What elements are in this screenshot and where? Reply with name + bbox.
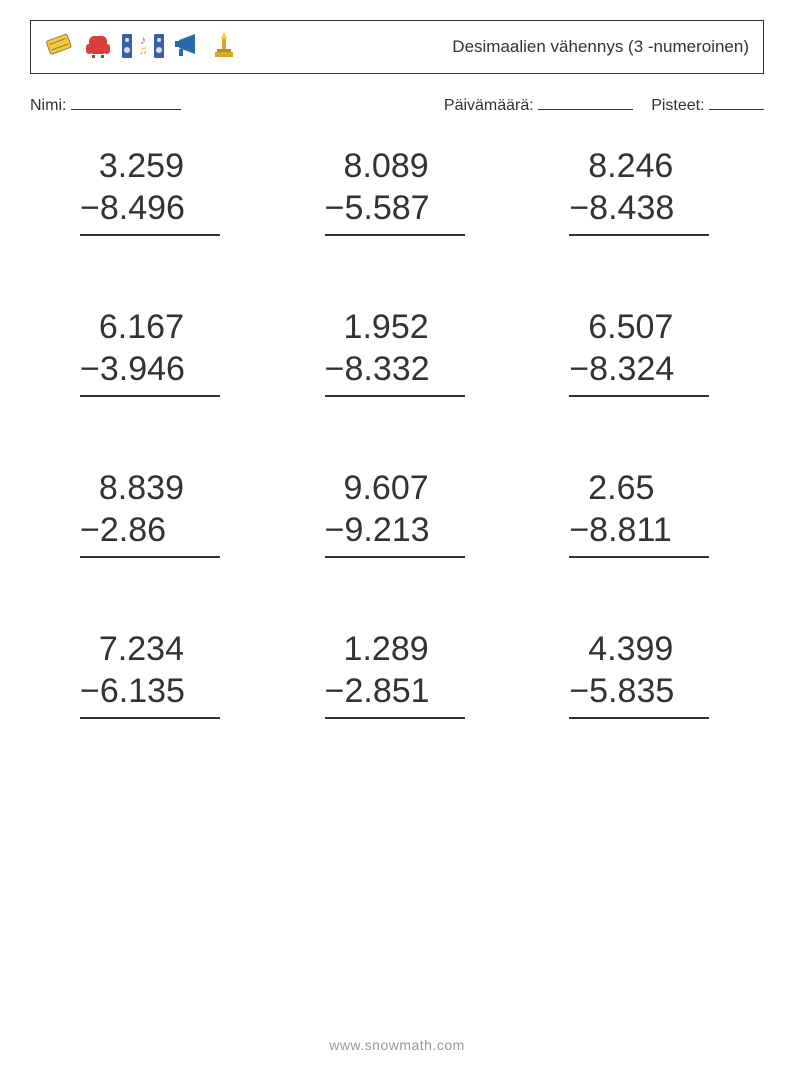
ticket-icon [40, 24, 81, 69]
date-label: Päivämäärä: [444, 97, 534, 115]
svg-text:♫: ♫ [139, 43, 148, 57]
problem-2: 8.089−5.587 [295, 145, 500, 236]
trophy-icon [211, 30, 237, 65]
problem-11: 1.289−2.851 [295, 628, 500, 719]
subtrahend: −8.811 [569, 509, 671, 552]
info-row: Nimi: Päivämäärä: Pisteet: [30, 92, 764, 115]
minuend: 6.507 [569, 306, 673, 349]
answer-rule [325, 234, 465, 236]
problem-4: 6.167−3.946 [50, 306, 255, 397]
problem-1: 3.259−8.496 [50, 145, 255, 236]
problem-5: 1.952−8.332 [295, 306, 500, 397]
minuend: 8.839 [80, 467, 184, 510]
minuend: 9.607 [325, 467, 429, 510]
subtrahend: −9.213 [325, 509, 430, 552]
worksheet-title: Desimaalien vähennys (3 -numeroinen) [452, 37, 749, 57]
subtrahend: −8.324 [569, 348, 674, 391]
score-label: Pisteet: [651, 97, 704, 115]
subtrahend: −2.86 [80, 509, 166, 552]
footer-text: www.snowmath.com [0, 1037, 794, 1053]
score-underline [709, 92, 764, 110]
minuend: 8.089 [325, 145, 429, 188]
answer-rule [325, 717, 465, 719]
minuend: 1.289 [325, 628, 429, 671]
subtrahend: −2.851 [325, 670, 430, 713]
header-box: ♪ ♫ Desimaalien vähennys (3 -numeroinen) [30, 20, 764, 74]
subtrahend: −5.835 [569, 670, 674, 713]
subtrahend: −8.438 [569, 187, 674, 230]
answer-rule [80, 556, 220, 558]
name-label: Nimi: [30, 97, 66, 115]
answer-rule [569, 556, 709, 558]
problem-10: 7.234−6.135 [50, 628, 255, 719]
speakers-icon: ♪ ♫ [121, 30, 165, 65]
minuend: 8.246 [569, 145, 673, 188]
problem-7: 8.839−2.86 [50, 467, 255, 558]
megaphone-icon [173, 30, 203, 65]
subtrahend: −5.587 [325, 187, 430, 230]
answer-rule [80, 717, 220, 719]
header-icons: ♪ ♫ [45, 29, 237, 66]
subtrahend: −8.332 [325, 348, 430, 391]
score-field: Pisteet: [651, 92, 764, 115]
date-underline [538, 92, 633, 110]
problem-3: 8.246−8.438 [539, 145, 744, 236]
problems-grid: 3.259−8.496 8.089−5.587 8.246−8.438 6.16… [50, 145, 744, 719]
minuend: 7.234 [80, 628, 184, 671]
problem-9: 2.65−8.811 [539, 467, 744, 558]
name-field: Nimi: [30, 92, 181, 115]
minuend: 3.259 [80, 145, 184, 188]
problem-8: 9.607−9.213 [295, 467, 500, 558]
subtrahend: −8.496 [80, 187, 185, 230]
subtrahend: −3.946 [80, 348, 185, 391]
answer-rule [569, 395, 709, 397]
answer-rule [80, 234, 220, 236]
minuend: 6.167 [80, 306, 184, 349]
name-underline [71, 92, 181, 110]
minuend: 4.399 [569, 628, 673, 671]
problem-6: 6.507−8.324 [539, 306, 744, 397]
date-field: Päivämäärä: [444, 92, 633, 115]
answer-rule [325, 395, 465, 397]
answer-rule [569, 717, 709, 719]
minuend: 1.952 [325, 306, 429, 349]
answer-rule [325, 556, 465, 558]
minuend: 2.65 [569, 467, 654, 510]
answer-rule [569, 234, 709, 236]
subtrahend: −6.135 [80, 670, 185, 713]
problem-12: 4.399−5.835 [539, 628, 744, 719]
answer-rule [80, 395, 220, 397]
armchair-icon [83, 30, 113, 65]
